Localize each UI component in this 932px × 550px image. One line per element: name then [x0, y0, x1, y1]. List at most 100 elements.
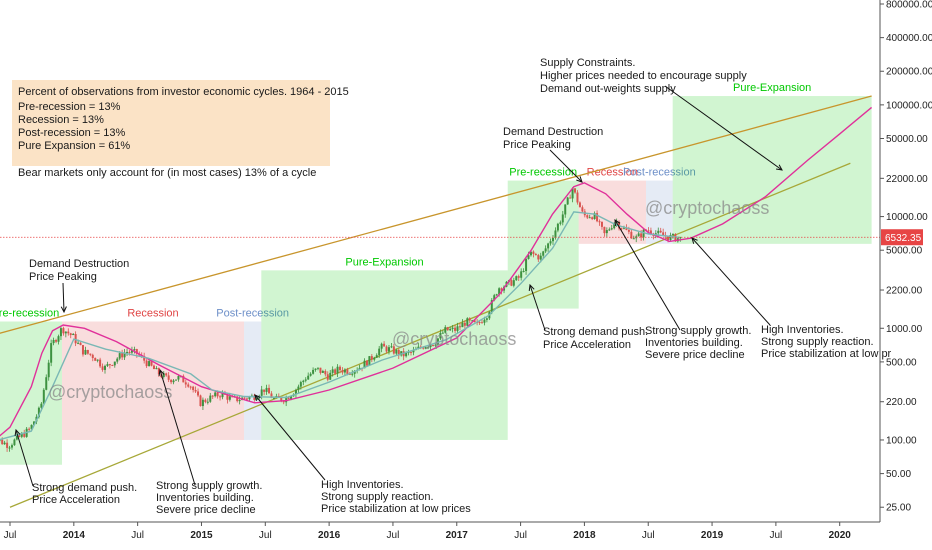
candle-body — [62, 328, 65, 334]
candle-body — [319, 367, 322, 373]
phase-label: Recession — [127, 307, 178, 319]
trendline — [0, 95, 872, 334]
candle-body — [126, 351, 129, 353]
arrow-line — [549, 149, 583, 183]
phase-region — [244, 321, 262, 440]
candle-body — [0, 439, 1, 441]
arrow-line — [664, 85, 783, 171]
candle-body — [529, 251, 532, 256]
candle-body — [627, 229, 630, 232]
annotation-supply-growth-2: Strong supply growth. Inventories buildi… — [645, 325, 754, 361]
candle-body — [57, 336, 60, 342]
candle-body — [542, 251, 545, 256]
candle-body — [248, 396, 251, 400]
candle-body — [47, 362, 50, 378]
candle-body — [174, 379, 177, 381]
candle-body — [118, 353, 121, 359]
candle-body — [432, 345, 435, 347]
info-box-line: Pure Expansion = 61% — [18, 140, 130, 152]
candle-body — [559, 222, 562, 224]
candle-body — [94, 358, 97, 361]
y-tick-label: 22000.00 — [886, 174, 928, 185]
candle-body — [647, 230, 650, 232]
info-box-title: Percent of observations from investor ec… — [18, 86, 349, 98]
candle-body — [209, 395, 212, 402]
candle-body — [500, 288, 503, 291]
candle-body — [591, 217, 594, 220]
candle-body — [537, 255, 540, 260]
curve-line — [0, 106, 873, 437]
candle-body — [554, 230, 557, 238]
arrow-head — [776, 164, 783, 171]
arrow-line — [62, 282, 65, 313]
candle-body — [74, 334, 77, 344]
candle-body — [569, 197, 572, 199]
candle-body — [170, 379, 173, 383]
candle-body — [55, 339, 58, 342]
candle-body — [28, 428, 31, 430]
candle-body — [23, 433, 26, 437]
candle-body — [143, 356, 146, 361]
candle-body — [380, 343, 383, 349]
candle-body — [603, 226, 606, 234]
y-tick-label: 400000.00 — [886, 33, 932, 44]
candles — [0, 187, 682, 452]
candle-body — [72, 334, 75, 336]
candle-body — [285, 397, 288, 403]
candle-body — [596, 213, 599, 222]
candle-body — [659, 230, 662, 233]
candle-body — [104, 365, 107, 370]
candle-body — [263, 389, 266, 392]
candle-body — [42, 389, 45, 404]
candle-body — [385, 346, 388, 352]
watermark: @cryptochaoss — [645, 198, 769, 218]
candle-body — [3, 442, 6, 445]
candle-body — [6, 442, 9, 448]
y-tick-label: 100000.00 — [886, 100, 932, 111]
candle-body — [351, 373, 354, 375]
candle-body — [312, 369, 315, 374]
candle-body — [454, 327, 457, 331]
candle-body — [81, 345, 84, 355]
candle-body — [378, 348, 381, 356]
candle-body — [33, 421, 36, 425]
candle-body — [243, 397, 246, 399]
info-box-line: Post-recession = 13% — [18, 127, 126, 139]
candle-body — [299, 382, 302, 387]
candle-body — [348, 373, 351, 375]
candle-body — [268, 387, 271, 394]
candle-body — [370, 356, 373, 360]
candle-body — [238, 400, 241, 402]
candle-body — [206, 401, 209, 403]
candle-body — [236, 396, 239, 402]
y-tick-label: 10000.00 — [886, 212, 928, 223]
candle-body — [605, 230, 608, 234]
candle-body — [547, 243, 550, 249]
candle-body — [578, 202, 581, 208]
candle-body — [544, 248, 547, 252]
candle-body — [353, 370, 356, 374]
arrow-head — [254, 394, 261, 401]
candle-body — [135, 349, 138, 354]
moving-curves — [0, 106, 873, 441]
candle-body — [520, 271, 523, 278]
candle-body — [551, 237, 554, 242]
candle-body — [515, 276, 518, 281]
candle-body — [334, 369, 337, 374]
candle-body — [468, 318, 471, 321]
candle-body — [316, 367, 319, 369]
x-tick-label: 2016 — [318, 530, 341, 541]
candle-body — [187, 384, 190, 387]
candle-body — [108, 364, 111, 366]
candle-body — [302, 380, 305, 383]
trendline — [9, 162, 851, 508]
annotation-supply-constraints: Supply Constraints. Higher prices needed… — [540, 57, 750, 95]
annotation-supply-growth-1: Strong supply growth. Inventories buildi… — [156, 480, 265, 516]
arrow-head — [158, 368, 165, 377]
candle-body — [37, 407, 40, 417]
candle-body — [613, 222, 616, 229]
info-box-line: Pre-recession = 13% — [18, 101, 121, 113]
y-tick-label: 2200.00 — [886, 286, 923, 297]
